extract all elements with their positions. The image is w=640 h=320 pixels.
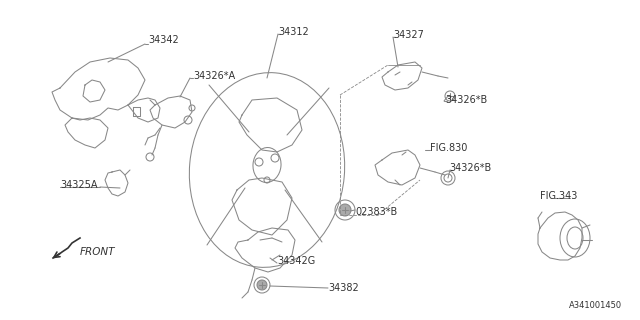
Text: FRONT: FRONT — [80, 247, 115, 257]
Text: 34382: 34382 — [328, 283, 359, 293]
Text: 34312: 34312 — [278, 27, 308, 37]
Circle shape — [339, 204, 351, 216]
Text: 34342G: 34342G — [277, 256, 316, 266]
Circle shape — [257, 280, 267, 290]
Text: 34327: 34327 — [393, 30, 424, 40]
Text: FIG.830: FIG.830 — [430, 143, 467, 153]
Text: 02383*B: 02383*B — [355, 207, 397, 217]
Text: 34325A: 34325A — [60, 180, 97, 190]
Text: A341001450: A341001450 — [569, 301, 622, 310]
Text: 34326*B: 34326*B — [445, 95, 487, 105]
Text: FIG.343: FIG.343 — [540, 191, 577, 201]
Text: 34326*B: 34326*B — [449, 163, 492, 173]
Text: 34342: 34342 — [148, 35, 179, 45]
Text: 34326*A: 34326*A — [193, 71, 235, 81]
